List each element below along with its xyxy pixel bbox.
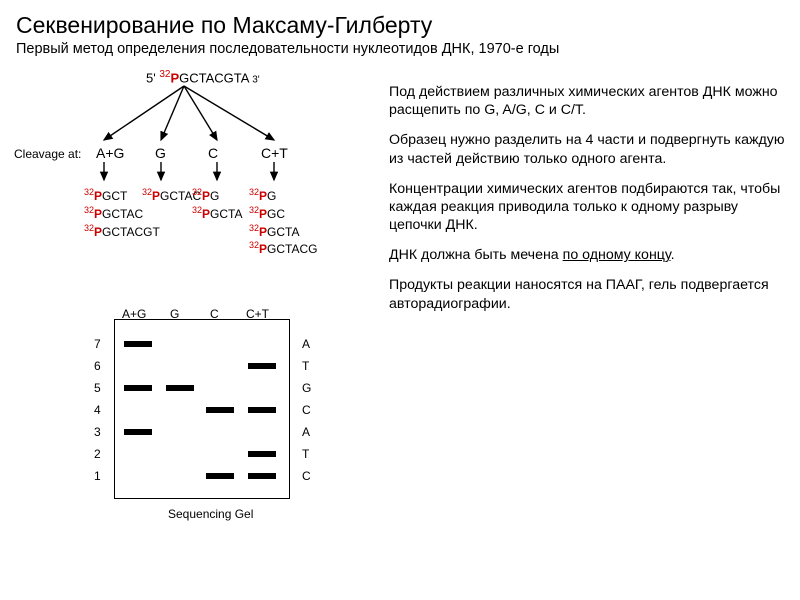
lane-head: G [155,145,166,161]
fragment: 32PGCTAC [84,205,160,223]
gel-row-number: 5 [94,381,101,395]
gel-row-letter: T [302,447,309,461]
gel-row-number: 4 [94,403,101,417]
gel-row: 5G [86,379,346,401]
gel-row-number: 7 [94,337,101,351]
gel-row-number: 2 [94,447,101,461]
gel-band [166,385,194,391]
gel-row: 6T [86,357,346,379]
lane-head: C [208,145,218,161]
header: Секвенирование по Максаму-Гилберту Первы… [0,0,800,61]
gel-caption: Sequencing Gel [168,507,253,521]
gel-row: 7A [86,335,346,357]
gel-band [248,451,276,457]
cleavage-at-label: Cleavage at: [14,147,81,161]
description-paragraph: Продукты реакции наносятся на ПААГ, гель… [389,276,786,312]
gel-row-letter: T [302,359,309,373]
left-column: 5' 32PGCTACGTA 3' Cleavage at: A+GGCC+T … [14,69,379,537]
fragment: 32PG [192,187,242,205]
gel-band [124,341,152,347]
gel-row-number: 6 [94,359,101,373]
fragment: 32PGCTACG [249,240,317,258]
lane-head: C+T [261,145,288,161]
gel-row: 4C [86,401,346,423]
fragment: 32PGCTA [192,205,242,223]
gel-band [124,385,152,391]
page-subtitle: Первый метод определения последовательно… [16,41,784,57]
gel-row-letter: C [302,403,311,417]
fragment: 32PG [249,187,317,205]
fragment-column: 32PG32PGCTA [192,187,242,223]
gel-row: 3A [86,423,346,445]
gel-band [248,473,276,479]
cleavage-diagram: 5' 32PGCTACGTA 3' Cleavage at: A+GGCC+T … [14,69,379,301]
p32-superscript: 32 [159,69,170,80]
gel-band [248,407,276,413]
description-paragraph: Концентрации химических агентов подбираю… [389,180,786,235]
fragment-column: 32PG32PGC32PGCTA32PGCTACG [249,187,317,258]
gel-row: 2T [86,445,346,467]
lane-head: A+G [96,145,124,161]
gel-row-letter: C [302,469,311,483]
gel-row-letter: A [302,337,310,351]
fan-arrows [14,84,314,184]
description-text: Под действием различных химических агент… [379,69,786,537]
gel-row: 1C [86,467,346,489]
description-paragraph: Под действием различных химических агент… [389,83,786,119]
gel-band [124,429,152,435]
fragment: 32PGCTA [249,223,317,241]
sequencing-gel: A+GGCC+T 7A6T5G4C3A2T1C Sequencing Gel [86,307,346,537]
fragment: 32PGCTACGT [84,223,160,241]
gel-row-letter: G [302,381,311,395]
description-paragraph: ДНК должна быть мечена по одному концу. [389,246,786,264]
sequence-label: 5' 32PGCTACGTA 3' [146,69,260,85]
content: 5' 32PGCTACGTA 3' Cleavage at: A+GGCC+T … [0,61,800,537]
page-title: Секвенирование по Максаму-Гилберту [16,12,784,39]
description-paragraph: Образец нужно разделить на 4 части и под… [389,131,786,167]
fragment: 32PGC [249,205,317,223]
gel-row-letter: A [302,425,310,439]
gel-band [206,407,234,413]
gel-band [248,363,276,369]
gel-band [206,473,234,479]
gel-row-number: 1 [94,469,101,483]
gel-row-number: 3 [94,425,101,439]
